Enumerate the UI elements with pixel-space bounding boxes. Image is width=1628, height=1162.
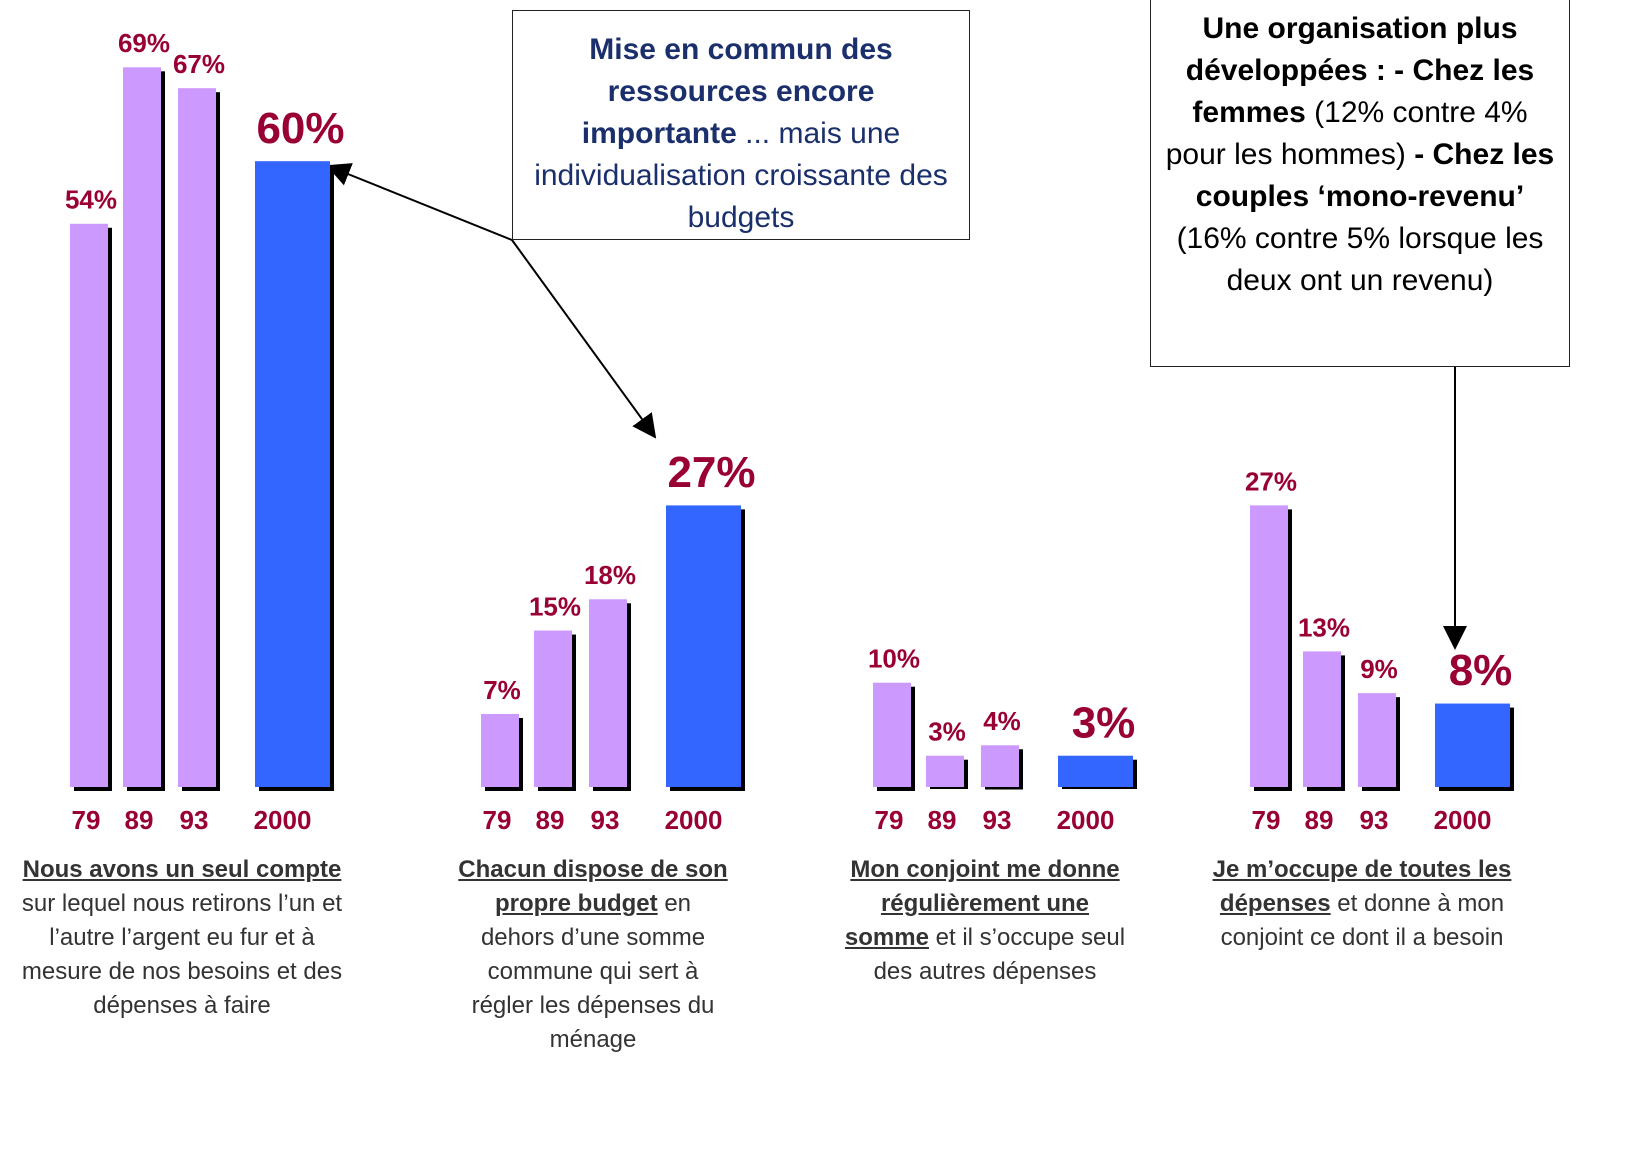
value-label: 4%: [983, 706, 1021, 736]
arrow: [326, 163, 513, 241]
bar: [1058, 755, 1133, 787]
value-label: 54%: [65, 185, 117, 215]
x-tick-label: 89: [125, 805, 154, 835]
bar: [1250, 505, 1288, 787]
bar: [1435, 703, 1510, 787]
bar: [873, 682, 911, 787]
caption: Mon conjoint me donne régulièrement une …: [840, 853, 1130, 989]
bold-text: Mon conjoint me donne régulièrement une …: [844, 856, 1120, 951]
value-label: 8%: [1449, 646, 1513, 695]
x-tick-label: 2000: [1057, 805, 1115, 835]
value-label: 27%: [667, 448, 755, 497]
x-tick-label: 79: [72, 805, 101, 835]
bold-text: Chacun dispose de son propre budget: [458, 856, 728, 917]
bar: [666, 505, 741, 787]
value-label: 67%: [173, 49, 225, 79]
text: et donne à mon conjoint ce dont il a bes…: [1220, 890, 1505, 951]
bar: [178, 88, 216, 787]
value-label: 18%: [584, 560, 636, 590]
caption: Chacun dispose de son propre budget en d…: [458, 853, 728, 1057]
x-tick-label: 79: [875, 805, 904, 835]
text: et il s’occupe seul des autres dépenses: [873, 924, 1126, 985]
value-label: 15%: [529, 591, 581, 621]
x-tick-label: 93: [1360, 805, 1389, 835]
x-tick-label: 89: [536, 805, 565, 835]
x-tick-label: 89: [928, 805, 957, 835]
bar: [534, 630, 572, 787]
value-label: 7%: [483, 675, 521, 705]
x-tick-label: 93: [180, 805, 209, 835]
x-tick-label: 2000: [1434, 805, 1492, 835]
value-label: 69%: [118, 28, 170, 58]
bar: [123, 67, 161, 787]
bar: [70, 223, 108, 787]
text: (12% contre 4% pour les hommes): [1165, 96, 1528, 171]
bar: [255, 161, 330, 787]
caption: Je m’occupe de toutes les dépenses et do…: [1212, 853, 1512, 955]
bar: [1303, 651, 1341, 787]
value-label: 60%: [256, 104, 344, 153]
value-label: 13%: [1298, 612, 1350, 642]
x-tick-label: 2000: [254, 805, 312, 835]
x-tick-label: 79: [483, 805, 512, 835]
caption: Nous avons un seul compte sur lequel nou…: [17, 853, 347, 1023]
x-tick-label: 93: [983, 805, 1012, 835]
x-tick-label: 79: [1252, 805, 1281, 835]
bar: [926, 755, 964, 787]
bar: [1358, 693, 1396, 787]
value-label: 3%: [1072, 698, 1136, 747]
text: (16% contre 5% lorsque les deux ont un r…: [1176, 222, 1544, 297]
annotation-box: Mise en commun des ressources encore imp…: [512, 10, 970, 240]
text: en dehors d’une somme commune qui sert à…: [471, 890, 715, 1053]
x-tick-label: 89: [1305, 805, 1334, 835]
value-label: 27%: [1245, 466, 1297, 496]
x-tick-label: 93: [591, 805, 620, 835]
text: sur lequel nous retirons l’un et l’autre…: [21, 890, 343, 1019]
bold-text: - Chez les couples ‘mono-revenu’: [1195, 138, 1555, 213]
bold-text: Je m’occupe de toutes les dépenses: [1212, 856, 1512, 917]
arrow: [511, 239, 657, 439]
bar: [589, 599, 627, 787]
annotation-box: Une organisation plus développées : - Ch…: [1150, 0, 1570, 367]
bold-text: Une organisation plus développées : - Ch…: [1185, 12, 1535, 129]
x-tick-label: 2000: [665, 805, 723, 835]
value-label: 3%: [928, 717, 966, 747]
text: ... mais une individualisation croissant…: [534, 117, 948, 234]
value-label: 9%: [1360, 654, 1398, 684]
bold-text: Nous avons un seul compte: [22, 856, 342, 883]
bold-text: Mise en commun des ressources encore imp…: [581, 33, 893, 150]
bar: [481, 713, 519, 787]
value-label: 10%: [868, 644, 920, 674]
bar: [981, 745, 1019, 787]
